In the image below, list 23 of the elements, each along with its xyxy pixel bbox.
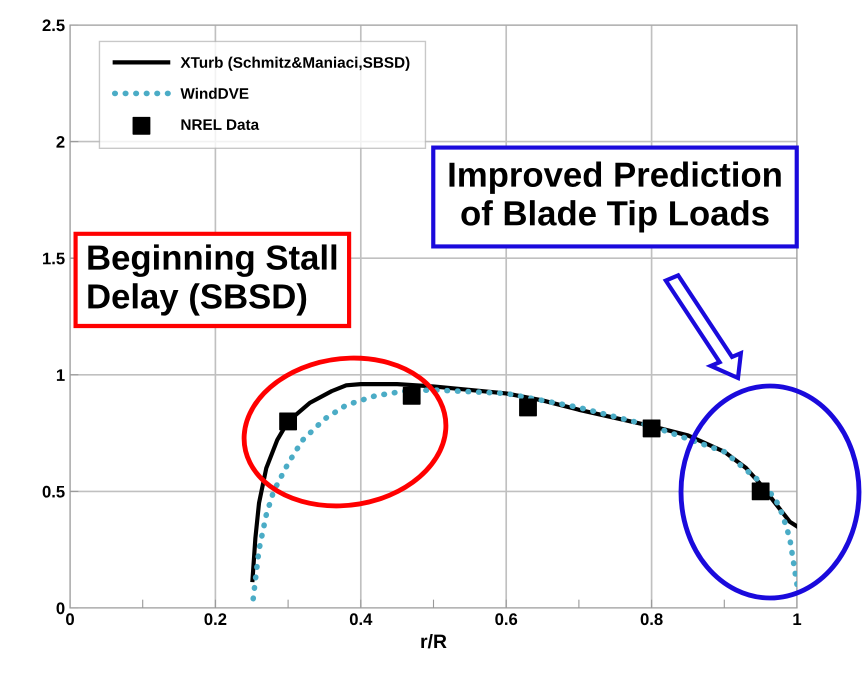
y-tick-label: 0.5 (42, 486, 65, 498)
y-tick-label: 1.5 (43, 252, 65, 264)
point (279, 412, 298, 430)
x-tick-label: 0.2 (204, 613, 226, 626)
legend-label: WindDVE (180, 88, 248, 99)
annotation: Improved Prediction of Blade Tip Loads (449, 161, 781, 233)
legend-label: XTurb (Schmitz&Maniaci,SBSD) (180, 56, 410, 71)
point (402, 386, 421, 405)
x-tick-label: 0 (66, 613, 74, 626)
x-tick-label: 0.6 (495, 613, 518, 626)
y-tick-label: 0 (56, 602, 64, 614)
annotation: Beginning Stall Delay (SBSD) (88, 244, 336, 316)
y-tick-label: 1 (56, 369, 65, 381)
point (642, 420, 661, 438)
point (752, 482, 770, 500)
legend-label: NREL Data (181, 119, 260, 130)
point (519, 398, 537, 416)
y-tick-label: 2.5 (42, 19, 65, 32)
y-tick-label: 2 (56, 136, 64, 148)
x-axis-title: r/R (421, 634, 447, 648)
x-tick-label: 1 (793, 613, 802, 625)
x-tick-label: 0.4 (350, 613, 372, 626)
x-tick-label: 0.8 (640, 613, 663, 626)
